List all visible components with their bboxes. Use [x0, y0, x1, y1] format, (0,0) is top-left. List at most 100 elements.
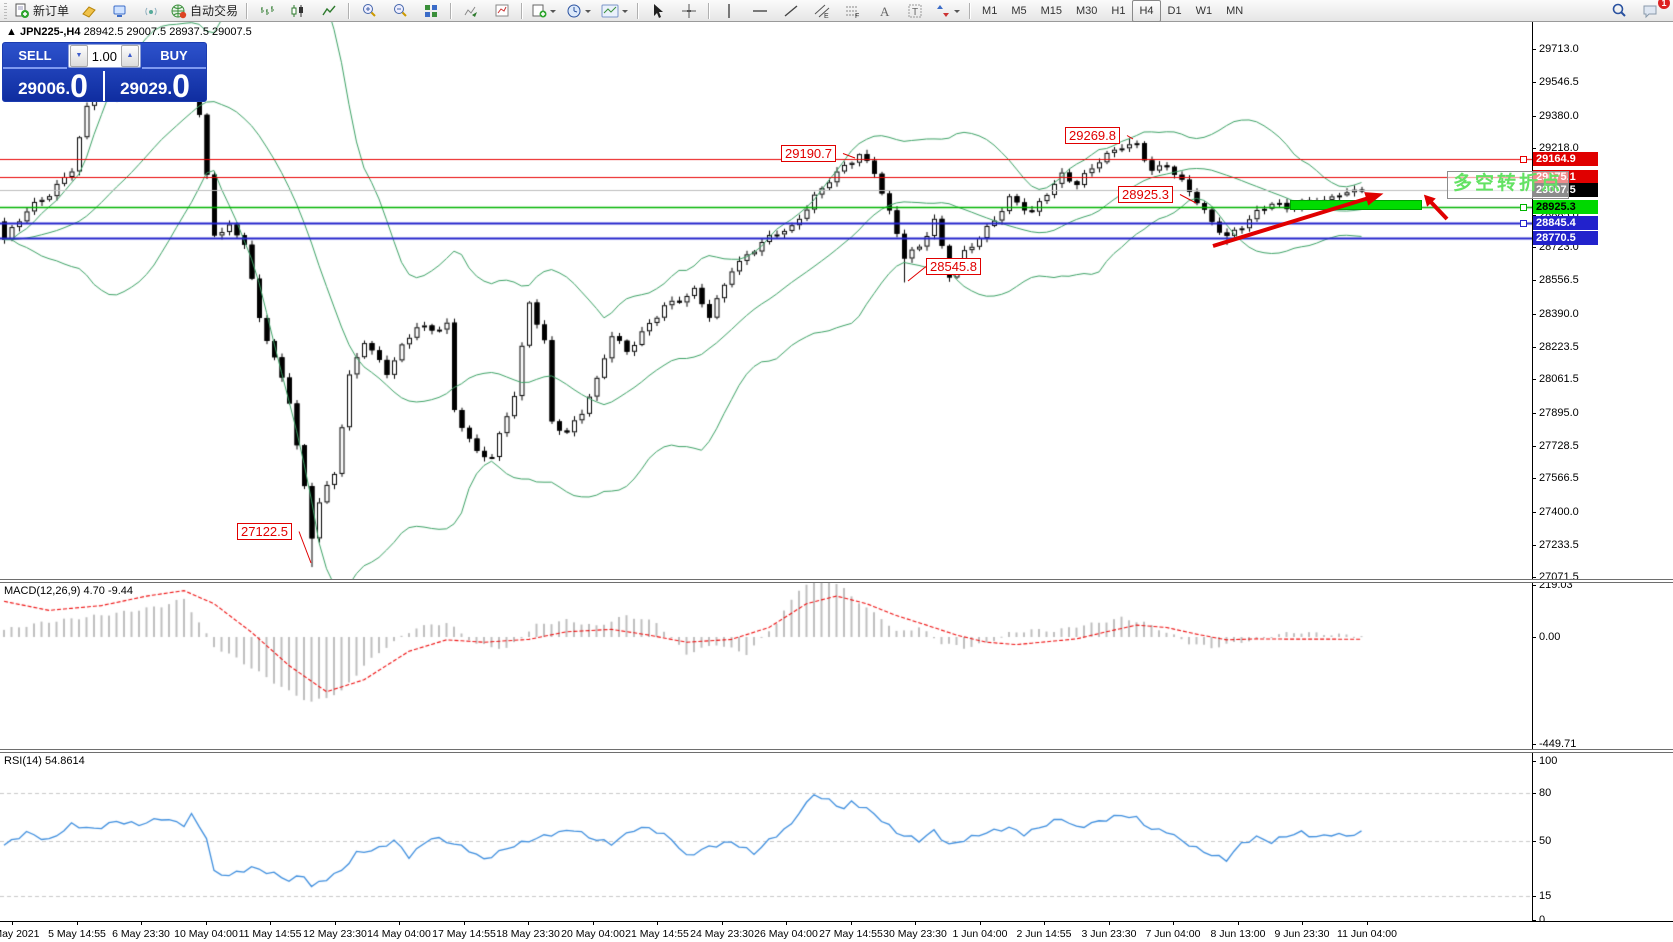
- history-center-button[interactable]: [74, 0, 104, 22]
- time-tick-label: 6 May 23:30: [112, 928, 170, 940]
- one-click-trading-panel: SELL ▼ 1.00 ▲ BUY 29006. 0 29029. 0: [2, 42, 207, 102]
- new-order-button[interactable]: 新订单: [10, 0, 73, 22]
- text-button[interactable]: A: [869, 0, 899, 22]
- indicators-button[interactable]: [456, 0, 486, 22]
- axis-tick: [1532, 585, 1536, 586]
- text-label-button[interactable]: T: [900, 0, 930, 22]
- macd-label: MACD(12,26,9) 4.70 -9.44: [4, 585, 134, 597]
- time-tick-label: 2 Jun 14:55: [1016, 928, 1072, 940]
- hline-handle[interactable]: [1520, 204, 1527, 211]
- arrows-button[interactable]: [931, 0, 965, 22]
- main-chart-canvas[interactable]: [0, 22, 1532, 579]
- axis-tick-label: 28223.5: [1539, 341, 1579, 353]
- axis-tick: [1532, 577, 1536, 578]
- notifications-button[interactable]: 1: [1635, 0, 1670, 22]
- zoom-in-button[interactable]: [354, 0, 384, 22]
- axis-tick-label: 29218.0: [1539, 142, 1579, 154]
- equidistant-channel-button[interactable]: E: [807, 0, 837, 22]
- line-chart-button[interactable]: [314, 0, 344, 22]
- axis-tick-label: 29546.5: [1539, 76, 1579, 88]
- time-tick: [77, 922, 78, 925]
- collapse-marker[interactable]: ▲: [6, 26, 17, 38]
- toolbar-separator: [969, 2, 972, 19]
- turning-point-note[interactable]: 多空转折点: [1447, 171, 1569, 199]
- timeframe-button-W1[interactable]: W1: [1195, 4, 1213, 17]
- axis-tick-label: 28556.5: [1539, 274, 1579, 286]
- terminal-button[interactable]: [105, 0, 135, 22]
- eraser-icon: [81, 3, 97, 19]
- bar-chart-icon: [259, 3, 275, 19]
- hline-handle[interactable]: [1520, 220, 1527, 227]
- timeframe-button-H1[interactable]: H1: [1111, 4, 1126, 17]
- zoom-in-icon: [361, 3, 377, 19]
- axis-tick-label: 50: [1539, 835, 1552, 847]
- time-tick-label: 18 May 23:30: [496, 928, 560, 940]
- new-chart-button[interactable]: [527, 0, 561, 22]
- bar-chart-button[interactable]: [252, 0, 282, 22]
- buy-button[interactable]: BUY: [142, 43, 206, 69]
- search-button[interactable]: [1604, 0, 1634, 22]
- arrows-icon: [935, 3, 951, 19]
- swing-price-label[interactable]: 29269.8: [1065, 127, 1120, 144]
- panel-separator[interactable]: [0, 579, 1673, 583]
- trendline-button[interactable]: [776, 0, 806, 22]
- timeframe-button-M15[interactable]: M15: [1040, 4, 1062, 17]
- time-tick-label: 9 Jun 23:30: [1274, 928, 1330, 940]
- autotrade-label: 自动交易: [190, 4, 239, 18]
- text-label-icon: T: [907, 3, 923, 19]
- horizontal-line-button[interactable]: [745, 0, 775, 22]
- objects-list-button[interactable]: [487, 0, 517, 22]
- swing-price-label[interactable]: 27122.5: [237, 523, 292, 540]
- axis-tick: [1532, 793, 1536, 794]
- time-axis[interactable]: 4 May 2021 5 May 14:55 6 May 23:30 10 May 0…: [0, 921, 1673, 942]
- panel-separator[interactable]: [0, 749, 1673, 753]
- buy-price-pips: 0: [172, 68, 190, 102]
- signals-button[interactable]: [136, 0, 166, 22]
- swing-price-label[interactable]: 28545.8: [926, 258, 981, 275]
- time-tick-label: 7 Jun 04:00: [1145, 928, 1201, 940]
- timeframe-button-H4[interactable]: H4: [1132, 0, 1161, 22]
- period-button[interactable]: [562, 0, 596, 22]
- price-line-badge: 28770.5: [1533, 231, 1598, 245]
- time-tick-label: 20 May 04:00: [561, 928, 625, 940]
- swing-price-label[interactable]: 29190.7: [781, 145, 836, 162]
- axis-tick: [1532, 215, 1536, 216]
- sell-button[interactable]: SELL: [3, 43, 67, 69]
- buy-price[interactable]: 29029. 0: [120, 68, 190, 102]
- candlestick-button[interactable]: [283, 0, 313, 22]
- tile-windows-button[interactable]: [416, 0, 446, 22]
- sell-price-main: 29006: [18, 79, 66, 98]
- volume-increase-button[interactable]: ▲: [121, 45, 139, 67]
- swing-price-label[interactable]: 28925.3: [1118, 186, 1173, 203]
- template-icon: [601, 3, 619, 19]
- autotrade-button[interactable]: 自动交易: [167, 0, 242, 22]
- timeframe-button-D1[interactable]: D1: [1167, 4, 1182, 17]
- support-highlight-bar[interactable]: [1290, 200, 1422, 210]
- notification-badge: 1: [1658, 0, 1670, 9]
- sell-price[interactable]: 29006. 0: [18, 68, 88, 102]
- axis-tick: [1532, 247, 1536, 248]
- volume-decrease-button[interactable]: ▼: [70, 45, 88, 67]
- macd-panel-canvas[interactable]: [0, 583, 1532, 749]
- hline-handle[interactable]: [1520, 156, 1527, 163]
- crosshair-button[interactable]: [674, 0, 704, 22]
- terminal-icon: [112, 3, 128, 19]
- timeframe-button-M1[interactable]: M1: [982, 4, 998, 17]
- axis-tick: [1532, 512, 1536, 513]
- axis-tick-label: 27728.5: [1539, 440, 1579, 452]
- templates-button[interactable]: [597, 0, 633, 22]
- time-tick-label: 11 May 14:55: [238, 928, 302, 940]
- rsi-panel-canvas[interactable]: [0, 753, 1532, 921]
- timeframe-button-M5[interactable]: M5: [1011, 4, 1027, 17]
- cursor-button[interactable]: [643, 0, 673, 22]
- zoom-out-button[interactable]: [385, 0, 415, 22]
- vertical-line-button[interactable]: [714, 0, 744, 22]
- axis-tick: [1532, 841, 1536, 842]
- axis-tick-label: 80: [1539, 787, 1552, 799]
- fibonacci-button[interactable]: F: [838, 0, 868, 22]
- volume-input[interactable]: 1.00: [91, 48, 117, 64]
- timeframe-button-M30[interactable]: M30: [1076, 4, 1098, 17]
- axis-tick-label: 29380.0: [1539, 110, 1579, 122]
- timeframe-button-MN[interactable]: MN: [1226, 4, 1244, 17]
